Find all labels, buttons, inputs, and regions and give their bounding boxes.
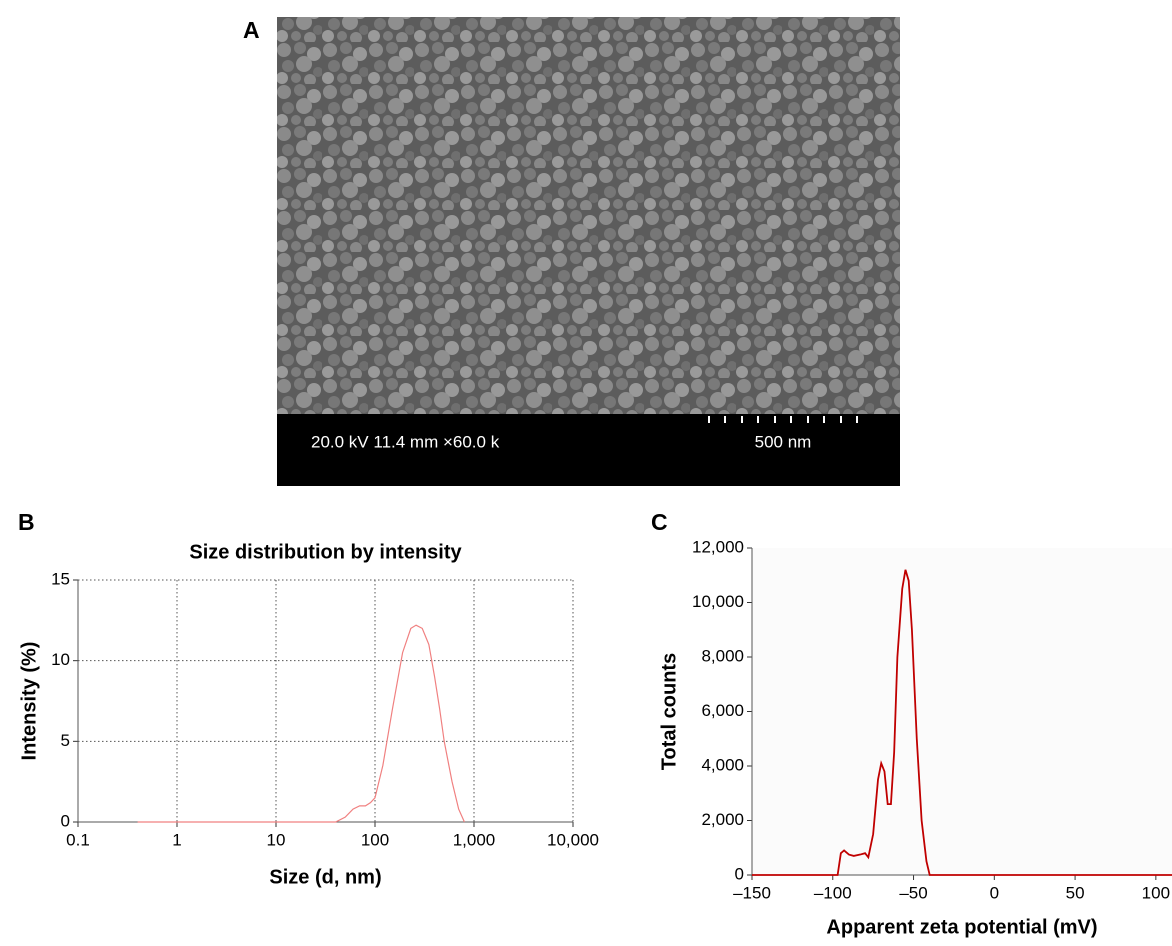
panel-label: B <box>18 509 35 535</box>
y-tick-label: 0 <box>735 864 744 883</box>
x-tick-label: 0 <box>990 883 999 902</box>
y-tick-label: 12,000 <box>692 537 744 556</box>
x-tick-label: 10,000 <box>547 830 599 849</box>
plot-area <box>752 548 1172 875</box>
scale-bar <box>708 416 858 423</box>
x-tick-label: 1 <box>172 830 181 849</box>
data-line <box>137 624 465 823</box>
panel-label: A <box>243 17 260 43</box>
chart-title: Size distribution by intensity <box>189 541 462 563</box>
x-tick-label: 10 <box>267 830 286 849</box>
y-tick-label: 6,000 <box>701 701 744 720</box>
data-line <box>752 569 1172 876</box>
y-tick-label: 4,000 <box>701 755 744 774</box>
y-tick-label: 10,000 <box>692 592 744 611</box>
y-tick-label: 8,000 <box>701 646 744 665</box>
y-tick-label: 2,000 <box>701 810 744 829</box>
scale-label: 500 nm <box>755 432 812 451</box>
x-tick-label: 0.1 <box>66 830 90 849</box>
x-tick-label: –50 <box>899 883 927 902</box>
sem-info: 20.0 kV 11.4 mm ×60.0 k <box>311 432 500 451</box>
y-tick-label: 10 <box>51 650 70 669</box>
sem-image <box>277 17 900 415</box>
x-tick-label: 100 <box>361 830 389 849</box>
x-tick-label: 50 <box>1066 883 1085 902</box>
x-tick-label: 1,000 <box>453 830 496 849</box>
x-tick-label: –150 <box>733 883 771 902</box>
y-tick-label: 5 <box>61 731 70 750</box>
x-axis-label: Apparent zeta potential (mV) <box>826 916 1097 938</box>
x-tick-label: –100 <box>814 883 852 902</box>
y-tick-label: 15 <box>51 569 70 588</box>
y-axis-label: Total counts <box>658 653 680 770</box>
x-axis-label: Size (d, nm) <box>269 866 381 888</box>
y-axis-label: Intensity (%) <box>18 642 40 761</box>
info-bar <box>277 414 900 486</box>
y-tick-label: 0 <box>61 811 70 830</box>
panel-label: C <box>651 509 668 535</box>
x-tick-label: 100 <box>1142 883 1170 902</box>
